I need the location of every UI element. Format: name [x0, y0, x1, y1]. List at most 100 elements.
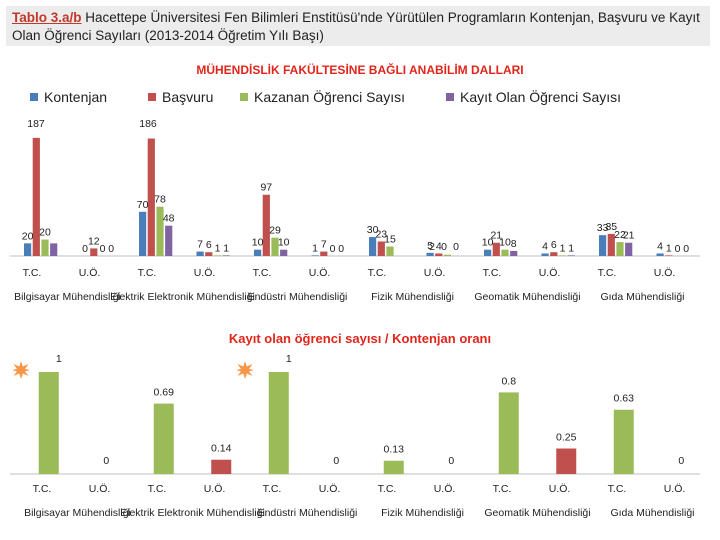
chart1-stray-label: 0: [441, 241, 447, 253]
chart1-bar: [616, 242, 624, 256]
chart2-category-label: U.Ö.: [89, 483, 111, 495]
chart1-bar: [510, 250, 518, 256]
chart1-value-label: 1: [215, 242, 221, 254]
chart1-bar: [320, 251, 328, 256]
legend-swatch-kontenjan: [30, 93, 38, 101]
chart1-bar: [625, 242, 633, 256]
chart1-value-label: 23: [375, 228, 387, 240]
chart1-bar: [599, 235, 607, 256]
chart1-value-label: 10: [482, 237, 494, 249]
chart1-value-label: 21: [490, 230, 502, 242]
chart1-bar: [492, 242, 500, 256]
chart1-value-label: 48: [163, 213, 175, 225]
title-lead: Tablo 3.a/b: [12, 10, 82, 25]
chart1-bar: [311, 255, 319, 256]
chart1-bar: [484, 249, 492, 256]
chart1-bar: [32, 137, 40, 256]
chart1-bar: [147, 138, 155, 256]
title-box: [6, 6, 710, 46]
chart2-value-label: 0.69: [154, 387, 175, 399]
chart1-value-label: 0: [338, 243, 344, 255]
chart1-department-label: Elektrik Elektronik Mühendisliği: [110, 291, 255, 303]
chart1-bar: [222, 255, 230, 256]
chart1-value-label: 4: [542, 240, 548, 252]
chart1-value-label: 20: [22, 230, 34, 242]
chart1-bar: [443, 254, 452, 256]
chart2-category-label: U.Ö.: [204, 483, 226, 495]
chart1-category-label: T.C.: [138, 267, 157, 279]
chart2-bar: [211, 459, 232, 474]
chart2-department-label: Gıda Mühendisliği: [610, 507, 694, 519]
chart2-value-label: 0: [678, 455, 684, 467]
chart1-value-label: 0: [330, 243, 336, 255]
chart2-category-label: U.Ö.: [664, 483, 686, 495]
chart2-category-label: U.Ö.: [549, 483, 571, 495]
chart2-bar: [38, 372, 59, 474]
chart1-bar: [567, 255, 575, 256]
chart1-bar: [196, 251, 204, 256]
chart1-bar: [369, 237, 377, 256]
chart1-value-label: 0: [82, 243, 88, 255]
chart1-category-label: U.Ö.: [194, 267, 216, 279]
chart1-value-label: 10: [278, 237, 290, 249]
chart1-value-label: 1: [568, 242, 574, 254]
chart2-value-label: 0.14: [211, 443, 232, 455]
chart1-value-label: 78: [154, 194, 166, 206]
chart2-value-label: 0.25: [556, 432, 577, 444]
chart1-value-label: 0: [683, 243, 689, 255]
chart1-bar: [271, 237, 279, 256]
chart1-bar: [254, 249, 262, 256]
legend-kontenjan: Kontenjan: [30, 89, 107, 105]
chart2-bar: [556, 448, 577, 474]
chart1-bar: [165, 225, 173, 256]
chart2-department-label: Elektrik Elektronik Mühendisliği: [120, 507, 265, 519]
chart1-category-label: T.C.: [368, 267, 387, 279]
legend-label-basvuru: Başvuru: [162, 89, 214, 105]
chart2-value-label: 0.8: [501, 375, 516, 387]
chart1-value-label: 0: [100, 243, 106, 255]
legend-label-kayit: Kayıt Olan Öğrenci Sayısı: [460, 89, 622, 105]
chart2-value-label: 1: [56, 353, 62, 365]
chart2-bar: [153, 403, 174, 474]
chart2-title: Kayıt olan öğrenci sayısı / Kontenjan or…: [228, 331, 492, 346]
chart1-bar: [262, 194, 270, 256]
chart1-bar: [386, 246, 394, 256]
chart1-value-label: 7: [197, 239, 203, 251]
chart2-bar: [383, 460, 404, 474]
chart1-bar: [501, 249, 509, 256]
chart1-value-label: 35: [605, 221, 617, 233]
chart1-bar: [205, 252, 213, 256]
chart1-category-label: T.C.: [483, 267, 502, 279]
legend-kayit: Kayıt Olan Öğrenci Sayısı: [446, 89, 621, 105]
chart1-top-annotation: 186: [139, 118, 157, 130]
chart2-category-label: T.C.: [608, 483, 627, 495]
chart1-department-label: Endüstri Mühendisliği: [248, 291, 348, 303]
chart2-department-label: Bilgisayar Mühendisliği: [24, 507, 131, 519]
chart1-bar: [426, 252, 434, 256]
slide-title: Tablo 3.a/b Hacettepe Üniversitesi Fen B…: [12, 9, 708, 45]
chart2-category-label: T.C.: [493, 483, 512, 495]
chart1-value-label: 1: [666, 242, 672, 254]
chart1-value-label: 1: [223, 242, 229, 254]
chart2-value-label: 1: [286, 353, 292, 365]
chart1-bar: [41, 239, 49, 256]
chart1-value-label: 21: [623, 230, 635, 242]
chart1-category-label: U.Ö.: [539, 267, 561, 279]
chart1-bar: [213, 255, 222, 256]
chart1-department-label: Bilgisayar Mühendisliği: [14, 291, 121, 303]
chart1-bar: [156, 206, 164, 256]
chart1-bar: [541, 253, 549, 256]
chart1-category-label: T.C.: [253, 267, 272, 279]
chart1-bar: [656, 253, 664, 256]
chart1-value-label: 70: [137, 199, 149, 211]
chart1-stray-label: 2: [429, 241, 435, 253]
chart1-department-label: Gıda Mühendisliği: [600, 291, 684, 303]
chart1-value-label: 30: [367, 224, 379, 236]
chart1-value-label: 29: [269, 225, 281, 237]
chart1-bar: [550, 252, 558, 256]
chart1-department-label: Fizik Mühendisliği: [371, 291, 454, 303]
chart1-title: MÜHENDİSLİK FAKÜLTESİNE BAĞLI ANABİLİM D…: [196, 63, 524, 77]
chart2-value-label: 0: [448, 455, 454, 467]
chart2-value-label: 0: [103, 455, 109, 467]
